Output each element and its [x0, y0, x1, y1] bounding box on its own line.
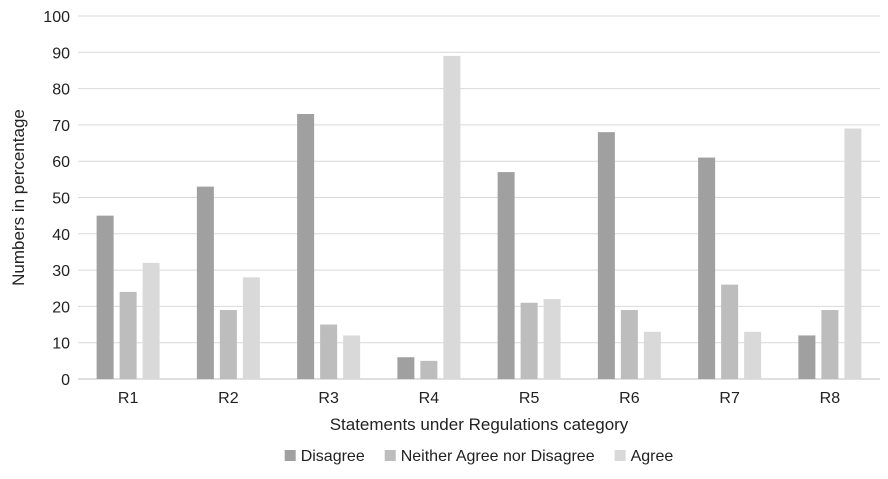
y-tick-label: 60	[52, 154, 70, 171]
bar-r6-disagree	[597, 132, 615, 379]
y-axis-ticks: 0 10 20 30 40 50 60 70 80 90 100	[43, 9, 70, 389]
legend-label: Agree	[631, 448, 674, 465]
x-tick-label: R4	[419, 390, 440, 407]
bar-r7-neither-agree-nor-disagree	[721, 284, 739, 379]
y-tick-label: 30	[52, 263, 70, 280]
legend-item-disagree: Disagree	[284, 448, 365, 465]
y-tick-label: 100	[43, 9, 70, 26]
legend-item-agree: Agree	[614, 448, 674, 465]
bars	[96, 55, 862, 380]
y-axis-label: Numbers in percentage	[9, 109, 28, 286]
bar-r3-neither-agree-nor-disagree	[320, 324, 338, 379]
bar-r2-neither-agree-nor-disagree	[219, 310, 237, 379]
legend-swatch	[284, 450, 296, 461]
bar-r8-agree	[844, 128, 862, 379]
bar-r4-neither-agree-nor-disagree	[420, 360, 438, 379]
legend-item-neither-agree-nor-disagree: Neither Agree nor Disagree	[384, 448, 595, 465]
x-axis-label: Statements under Regulations category	[330, 415, 629, 434]
bar-r2-agree	[242, 277, 260, 379]
x-tick-label: R6	[619, 390, 640, 407]
x-tick-label: R1	[118, 390, 139, 407]
bar-r2-disagree	[196, 186, 214, 379]
bar-r6-neither-agree-nor-disagree	[620, 310, 638, 379]
y-tick-label: 40	[52, 227, 70, 244]
legend-label: Neither Agree nor Disagree	[401, 448, 595, 465]
bar-r3-disagree	[297, 114, 315, 379]
bar-r1-agree	[142, 262, 160, 379]
x-tick-label: R2	[218, 390, 239, 407]
y-tick-label: 90	[52, 45, 70, 62]
bar-r3-agree	[343, 335, 361, 379]
y-tick-label: 70	[52, 118, 70, 135]
y-tick-label: 80	[52, 82, 70, 99]
legend-label: Disagree	[301, 448, 365, 465]
x-tick-label: R7	[719, 390, 740, 407]
bar-r6-agree	[643, 331, 661, 379]
bar-r1-disagree	[96, 215, 114, 379]
y-tick-label: 20	[52, 299, 70, 316]
legend: Disagree Neither Agree nor Disagree Agree	[284, 448, 674, 465]
x-tick-label: R8	[820, 390, 841, 407]
y-tick-label: 0	[61, 372, 70, 389]
bar-r5-neither-agree-nor-disagree	[520, 302, 538, 379]
bar-r7-disagree	[698, 157, 716, 379]
legend-swatch	[614, 450, 626, 461]
x-tick-label: R5	[519, 390, 540, 407]
bar-r1-neither-agree-nor-disagree	[119, 291, 137, 379]
bar-r4-agree	[443, 55, 461, 380]
y-tick-label: 10	[52, 336, 70, 353]
bar-r7-agree	[744, 331, 762, 379]
bar-r4-disagree	[397, 357, 415, 379]
x-tick-label: R3	[318, 390, 339, 407]
x-axis-ticks: R1 R2 R3 R4 R5 R6 R7 R8	[118, 390, 840, 407]
bar-r8-neither-agree-nor-disagree	[821, 310, 839, 379]
y-tick-label: 50	[52, 191, 70, 208]
bar-r5-agree	[543, 299, 561, 379]
bar-r8-disagree	[798, 335, 816, 379]
bar-r5-disagree	[497, 172, 515, 379]
legend-swatch	[384, 450, 396, 461]
